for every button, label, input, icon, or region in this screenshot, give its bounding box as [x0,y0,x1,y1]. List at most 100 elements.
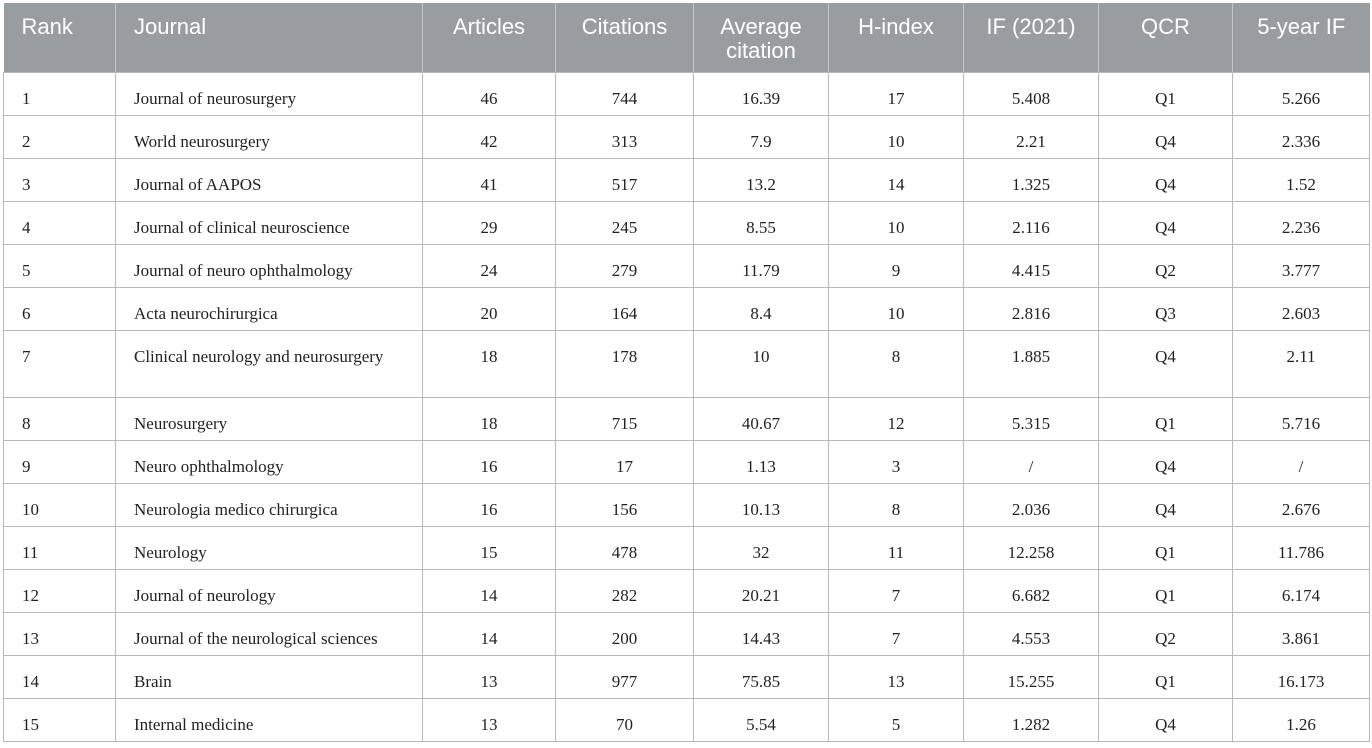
cell-if-2021: 2.036 [963,483,1099,526]
cell-citations: 478 [555,526,694,569]
cell-rank: 6 [3,287,116,330]
cell-articles: 46 [422,72,556,115]
table-row: 1 Journal of neurosurgery 46 744 16.39 17 5.40… [3,72,1370,115]
cell-journal: Clinical neurology and neurosurgery [115,330,423,397]
cell-if-2021: 5.408 [963,72,1099,115]
cell-if-2021: 1.282 [963,698,1099,741]
cell-if-2021: / [963,440,1099,483]
cell-h-index: 13 [828,655,964,698]
cell-journal: Internal medicine [115,698,423,741]
table-row: 9 Neuro ophthalmology 16 17 1.13 3/Q4/ [3,440,1370,483]
column-header-articles: Articles [422,3,556,72]
cell-average-citation: 13.2 [693,158,829,201]
cell-qcr: Q2 [1098,244,1233,287]
cell-articles: 14 [422,612,556,655]
cell-rank: 11 [3,526,116,569]
cell-5-year-if: 5.266 [1232,72,1370,115]
journal-table: Rank Journal Articles Citations Average … [3,3,1370,742]
cell-rank: 12 [3,569,116,612]
table-row: 8 Neurosurgery 18 715 40.67 12 5.315 Q1 5.716 [3,397,1370,440]
cell-journal: Journal of neurology [115,569,423,612]
cell-citations: 517 [555,158,694,201]
cell-qcr: Q2 [1098,612,1233,655]
cell-rank: 4 [3,201,116,244]
cell-5-year-if: 6.174 [1232,569,1370,612]
cell-articles: 13 [422,655,556,698]
cell-average-citation: 40.67 [693,397,829,440]
column-header-citations: Citations [555,3,694,72]
cell-citations: 279 [555,244,694,287]
journal-table-container: Rank Journal Articles Citations Average … [3,3,1370,742]
table-row: 13 Journal of the neurological sciences 14… [3,612,1370,655]
cell-qcr: Q1 [1098,655,1233,698]
cell-qcr: Q1 [1098,397,1233,440]
cell-articles: 18 [422,397,556,440]
cell-citations: 245 [555,201,694,244]
table-row: 12 Journal of neurology 14 282 20.21 7 6.682 Q1… [3,569,1370,612]
cell-average-citation: 11.79 [693,244,829,287]
cell-h-index: 7 [828,569,964,612]
cell-journal: Neuro ophthalmology [115,440,423,483]
table-row: 7 Clinical neurology and neurosurgery 18 17… [3,330,1370,397]
cell-articles: 42 [422,115,556,158]
cell-articles: 16 [422,440,556,483]
cell-citations: 200 [555,612,694,655]
cell-journal: Neurology [115,526,423,569]
cell-qcr: Q4 [1098,158,1233,201]
cell-qcr: Q4 [1098,440,1233,483]
cell-5-year-if: 2.11 [1232,330,1370,397]
cell-h-index: 12 [828,397,964,440]
cell-qcr: Q1 [1098,569,1233,612]
cell-average-citation: 75.85 [693,655,829,698]
cell-average-citation: 7.9 [693,115,829,158]
cell-5-year-if: 2.603 [1232,287,1370,330]
cell-h-index: 7 [828,612,964,655]
table-header-row: Rank Journal Articles Citations Average … [3,3,1370,72]
cell-qcr: Q1 [1098,72,1233,115]
cell-journal: Acta neurochirurgica [115,287,423,330]
table-row: 15 Internal medicine 13 70 5.54 5 1.282 Q4 1.26 [3,698,1370,741]
cell-rank: 8 [3,397,116,440]
cell-qcr: Q4 [1098,483,1233,526]
cell-average-citation: 8.55 [693,201,829,244]
cell-citations: 313 [555,115,694,158]
cell-h-index: 10 [828,115,964,158]
cell-average-citation: 8.4 [693,287,829,330]
column-header-journal: Journal [115,3,423,72]
cell-average-citation: 32 [693,526,829,569]
table-row: 4 Journal of clinical neuroscience 29 245 8.… [3,201,1370,244]
cell-h-index: 10 [828,201,964,244]
cell-average-citation: 16.39 [693,72,829,115]
cell-if-2021: 4.553 [963,612,1099,655]
cell-rank: 5 [3,244,116,287]
cell-if-2021: 4.415 [963,244,1099,287]
cell-h-index: 9 [828,244,964,287]
cell-rank: 9 [3,440,116,483]
column-header-qcr: QCR [1098,3,1233,72]
column-header-average-citation: Average citation [693,3,829,72]
cell-journal: Journal of clinical neuroscience [115,201,423,244]
cell-if-2021: 2.116 [963,201,1099,244]
cell-journal: World neurosurgery [115,115,423,158]
cell-5-year-if: 2.336 [1232,115,1370,158]
cell-average-citation: 5.54 [693,698,829,741]
cell-5-year-if: / [1232,440,1370,483]
cell-journal: Neurologia medico chirurgica [115,483,423,526]
cell-articles: 14 [422,569,556,612]
cell-citations: 715 [555,397,694,440]
cell-h-index: 3 [828,440,964,483]
cell-citations: 282 [555,569,694,612]
cell-rank: 15 [3,698,116,741]
cell-h-index: 14 [828,158,964,201]
table-row: 5 Journal of neuro ophthalmology 24 279 11.7… [3,244,1370,287]
cell-citations: 164 [555,287,694,330]
cell-if-2021: 5.315 [963,397,1099,440]
cell-5-year-if: 5.716 [1232,397,1370,440]
cell-rank: 2 [3,115,116,158]
cell-journal: Neurosurgery [115,397,423,440]
column-header-h-index: H-index [828,3,964,72]
cell-if-2021: 6.682 [963,569,1099,612]
cell-journal: Journal of neurosurgery [115,72,423,115]
cell-h-index: 11 [828,526,964,569]
cell-h-index: 10 [828,287,964,330]
